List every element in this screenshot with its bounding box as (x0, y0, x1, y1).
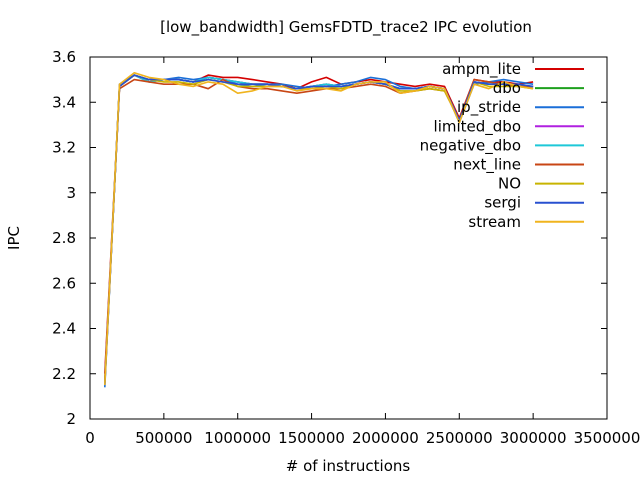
x-tick-label: 3000000 (500, 429, 567, 447)
plot-lines (104, 72, 534, 388)
legend-label-stream: stream (468, 213, 521, 231)
legend-label-sergi: sergi (484, 194, 521, 212)
legend-label-next-line: next_line (453, 156, 521, 175)
legend-label-dbo: dbo (493, 79, 521, 97)
x-tick-labels: 0 500000 1000000 1500000 2000000 2500000 30000… (85, 429, 640, 447)
x-tick-label: 0 (85, 429, 95, 447)
y-tick-labels: 2 2.2 2.4 2.6 2.8 3 3.2 3.4 3.6 (52, 48, 76, 428)
legend-label-limited-dbo: limited_dbo (434, 117, 521, 136)
chart-title: [low_bandwidth] GemsFDTD_trace2 IPC evol… (160, 18, 532, 37)
y-tick-label: 2.6 (52, 274, 76, 292)
y-tick-label: 3.2 (52, 139, 76, 157)
axis-ticks (89, 56, 608, 420)
x-tick-label: 3500000 (574, 429, 640, 447)
plot-frame (89, 56, 608, 420)
legend-label-ip-stride: ip_stride (457, 98, 521, 117)
y-axis-label: IPC (5, 226, 23, 250)
y-tick-label: 2 (66, 410, 76, 428)
y-tick-label: 2.2 (52, 365, 76, 383)
x-tick-label: 1000000 (204, 429, 271, 447)
y-tick-label: 3.6 (52, 48, 76, 66)
x-tick-label: 1500000 (278, 429, 345, 447)
x-axis-label: # of instructions (286, 457, 411, 475)
y-tick-label: 2.8 (52, 229, 76, 247)
y-tick-label: 3 (66, 184, 76, 202)
y-tick-label: 2.4 (52, 320, 76, 338)
legend-label-negative-dbo: negative_dbo (420, 136, 521, 155)
legend-label-ampm-lite: ampm_lite (442, 60, 521, 79)
x-tick-label: 2000000 (352, 429, 419, 447)
series-line-stream (104, 72, 534, 386)
legend: ampm_litedboip_stridelimited_dbonegative… (420, 60, 584, 231)
y-tick-label: 3.4 (52, 93, 76, 111)
x-tick-label: 2500000 (426, 429, 493, 447)
x-tick-label: 500000 (135, 429, 192, 447)
legend-label-no: NO (498, 175, 521, 193)
